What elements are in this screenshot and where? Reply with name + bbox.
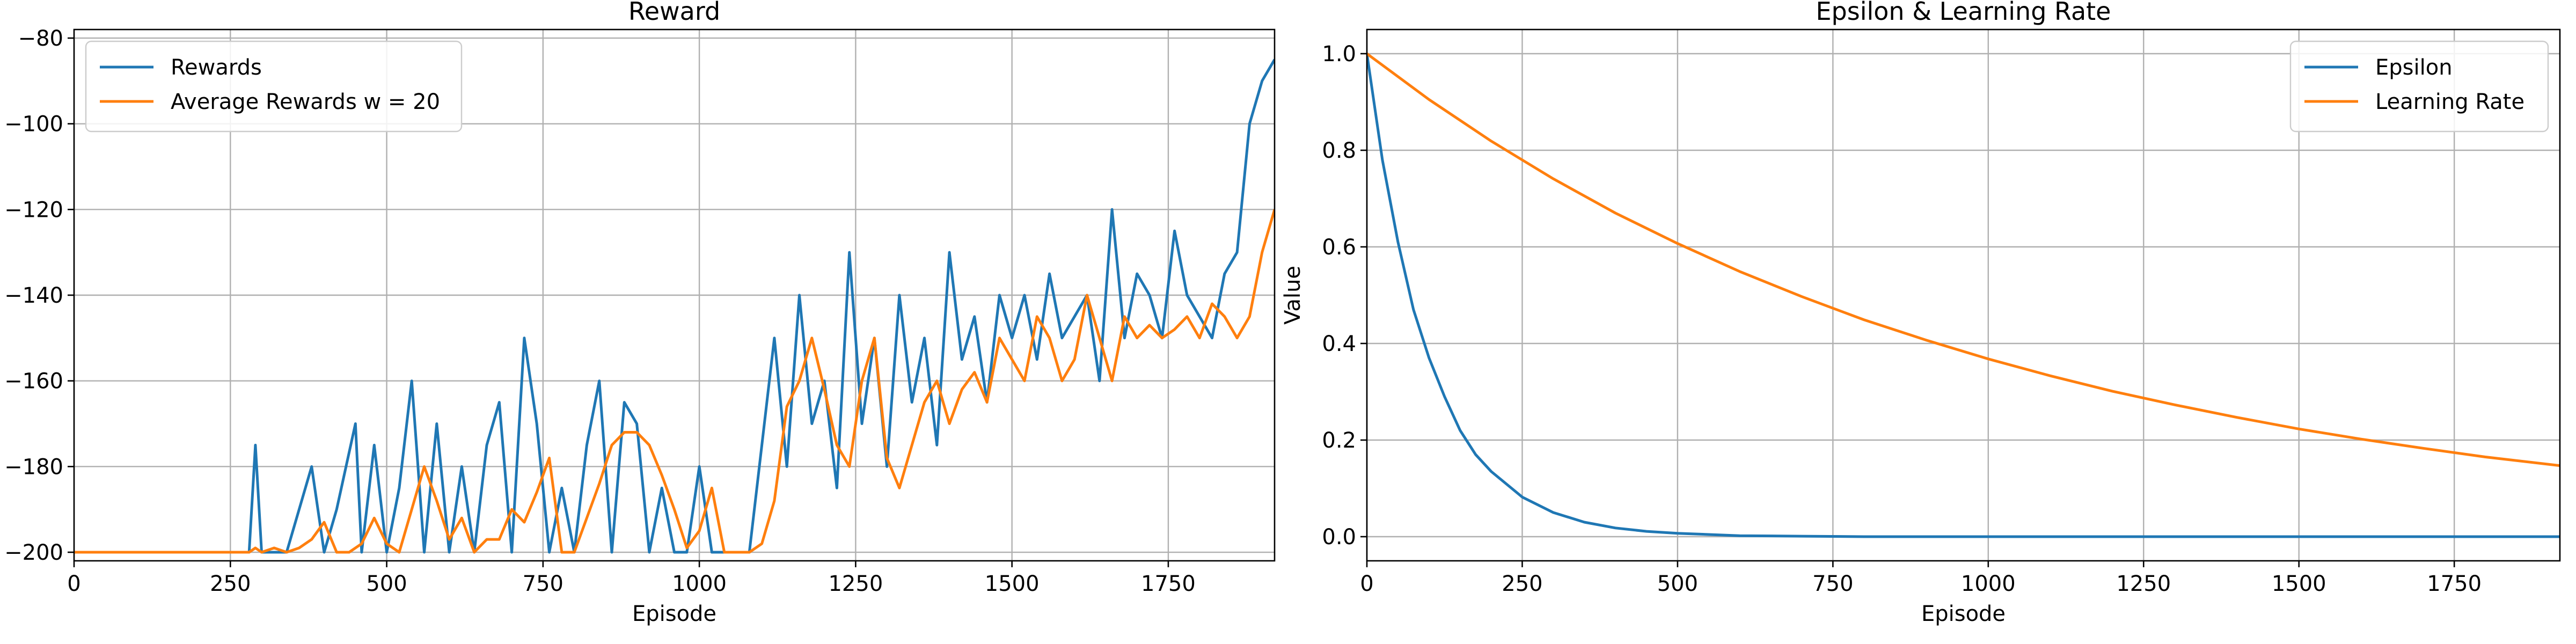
x-tick-label: 1750 [1141, 572, 1196, 596]
x-tick-label: 500 [366, 572, 407, 596]
x-tick-label: 0 [1360, 572, 1373, 596]
x-tick-label: 1250 [828, 572, 883, 596]
x-tick-label: 750 [523, 572, 564, 596]
legend-box [85, 40, 463, 133]
y-tick-label: −160 [4, 369, 63, 394]
epsilon-learning-rate-chart: 0 250 500 750 1000 1250 1500 1750 0.0 0.2 0.4 0.6 0.… [1280, 0, 2561, 626]
x-tick-label: 1500 [985, 572, 1040, 596]
y-axis-label: Value [1280, 266, 1305, 325]
y-tick-label: 0.4 [1322, 332, 1356, 356]
y-tick-label: −100 [4, 112, 63, 137]
x-tick-label: 250 [1502, 572, 1542, 596]
y-tick-label: 0.2 [1322, 428, 1356, 453]
x-tick-label: 1500 [2272, 572, 2326, 596]
x-tick-label: 0 [67, 572, 80, 596]
y-tick-label: 1.0 [1322, 42, 1356, 67]
series-line-0 [74, 58, 1275, 554]
legend-box [2289, 40, 2549, 133]
plot-frame [73, 28, 1276, 562]
series-line-1 [74, 209, 1275, 554]
x-tick-label: 500 [1657, 572, 1698, 596]
x-tick-label: 1750 [2427, 572, 2482, 596]
x-tick-label: 1250 [2116, 572, 2171, 596]
legend-label: Epsilon [2375, 55, 2453, 80]
y-tick-label: −200 [4, 540, 63, 565]
series-line-0 [1367, 53, 2560, 538]
chart-title: Epsilon & Learning Rate [1816, 0, 2111, 26]
x-axis-label: Episode [1921, 602, 2006, 626]
x-axis-label: Episode [632, 602, 716, 626]
y-tick-label: 0.0 [1322, 525, 1356, 550]
legend: Epsilon Learning Rate [2289, 40, 2549, 133]
y-tick-label: −140 [4, 283, 63, 308]
series-line-1 [1367, 52, 2560, 467]
reward-chart: 0 250 500 750 1000 1250 1500 1750 −200 −180 −160 −1… [4, 0, 1276, 626]
legend-label: Average Rewards w = 20 [171, 90, 440, 114]
x-tick-label: 1000 [672, 572, 727, 596]
legend-label: Learning Rate [2375, 90, 2524, 114]
plot-frame [1366, 28, 2561, 562]
y-tick-label: 0.6 [1322, 235, 1356, 260]
y-tick-label: 0.8 [1322, 138, 1356, 163]
x-tick-label: 250 [210, 572, 251, 596]
x-tick-label: 750 [1812, 572, 1853, 596]
chart-title: Reward [628, 0, 720, 26]
y-tick-label: −180 [4, 455, 63, 479]
y-tick-label: −120 [4, 197, 63, 222]
x-tick-label: 1000 [1961, 572, 2016, 596]
legend-label: Rewards [171, 55, 262, 80]
legend: Rewards Average Rewards w = 20 [85, 40, 463, 133]
y-tick-label: −80 [18, 26, 63, 51]
